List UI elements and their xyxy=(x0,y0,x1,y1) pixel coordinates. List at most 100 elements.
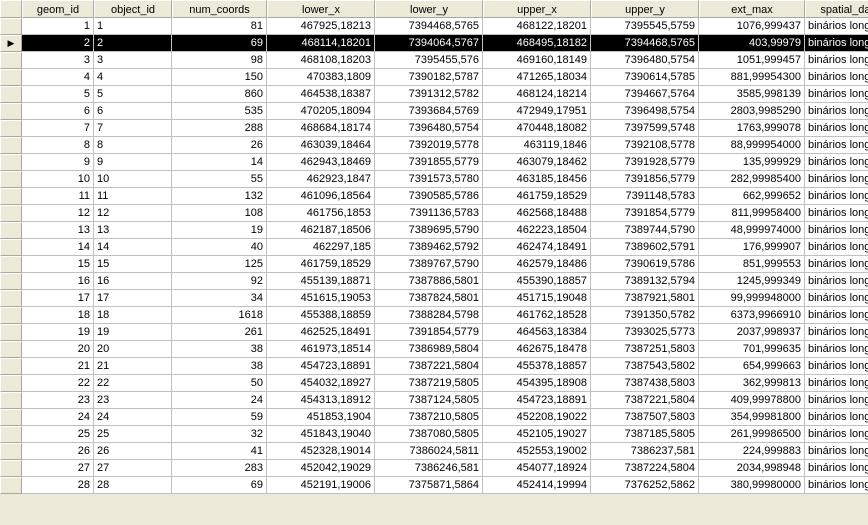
cell[interactable]: 451615,19053 xyxy=(267,290,375,307)
cell[interactable]: binários longos xyxy=(805,290,868,307)
data-grid[interactable]: geom_idobject_idnum_coordslower_xlower_y… xyxy=(0,0,868,494)
cell[interactable]: 462187,18506 xyxy=(267,222,375,239)
cell[interactable]: 261,99986500 xyxy=(699,426,805,443)
cell[interactable]: binários longos xyxy=(805,324,868,341)
cell[interactable]: 7386237,581 xyxy=(591,443,699,460)
cell[interactable]: binários longos xyxy=(805,460,868,477)
cell[interactable]: 11 xyxy=(94,188,172,205)
cell[interactable]: 7393025,5773 xyxy=(591,324,699,341)
cell[interactable]: 2 xyxy=(22,35,94,52)
cell[interactable]: 7387507,5803 xyxy=(591,409,699,426)
cell[interactable]: 7387124,5805 xyxy=(375,392,483,409)
cell[interactable]: 461762,18528 xyxy=(483,307,591,324)
cell[interactable]: 10 xyxy=(22,171,94,188)
cell[interactable]: 7390182,5787 xyxy=(375,69,483,86)
cell[interactable]: binários longos xyxy=(805,273,868,290)
cell[interactable]: 132 xyxy=(172,188,267,205)
cell[interactable]: 28 xyxy=(22,477,94,494)
row-header[interactable] xyxy=(0,120,22,137)
cell[interactable]: 7387221,5804 xyxy=(375,358,483,375)
cell[interactable]: 462474,18491 xyxy=(483,239,591,256)
cell[interactable]: 2803,9985290 xyxy=(699,103,805,120)
column-header-geom_id[interactable]: geom_id xyxy=(22,0,94,18)
cell[interactable]: 451853,1904 xyxy=(267,409,375,426)
row-header[interactable] xyxy=(0,171,22,188)
cell[interactable]: 467925,18213 xyxy=(267,18,375,35)
row-header[interactable] xyxy=(0,477,22,494)
cell[interactable]: 8 xyxy=(22,137,94,154)
cell[interactable]: 7391350,5782 xyxy=(591,307,699,324)
row-header[interactable] xyxy=(0,205,22,222)
cell[interactable]: 7387219,5805 xyxy=(375,375,483,392)
cell[interactable]: binários longos xyxy=(805,477,868,494)
cell[interactable]: 7387221,5804 xyxy=(591,392,699,409)
row-header[interactable] xyxy=(0,443,22,460)
row-header[interactable] xyxy=(0,137,22,154)
cell[interactable]: 7393684,5769 xyxy=(375,103,483,120)
cell[interactable]: binários longos xyxy=(805,239,868,256)
cell[interactable]: 7391928,5779 xyxy=(591,154,699,171)
cell[interactable]: binários longos xyxy=(805,205,868,222)
cell[interactable]: 409,99978800 xyxy=(699,392,805,409)
cell[interactable]: 7387185,5805 xyxy=(591,426,699,443)
cell[interactable]: binários longos xyxy=(805,188,868,205)
cell[interactable]: 463119,1846 xyxy=(483,137,591,154)
cell[interactable]: 851,999553 xyxy=(699,256,805,273)
cell[interactable]: 20 xyxy=(94,341,172,358)
cell[interactable]: 92 xyxy=(172,273,267,290)
cell[interactable]: 454077,18924 xyxy=(483,460,591,477)
cell[interactable]: 48,999974000 xyxy=(699,222,805,239)
row-header[interactable] xyxy=(0,341,22,358)
cell[interactable]: 461096,18564 xyxy=(267,188,375,205)
cell[interactable]: 452553,19002 xyxy=(483,443,591,460)
cell[interactable]: 10 xyxy=(94,171,172,188)
cell[interactable]: 88,999954000 xyxy=(699,137,805,154)
cell[interactable]: binários longos xyxy=(805,341,868,358)
cell[interactable]: 7386989,5804 xyxy=(375,341,483,358)
cell[interactable]: 6 xyxy=(22,103,94,120)
cell[interactable]: 7391573,5780 xyxy=(375,171,483,188)
row-header[interactable] xyxy=(0,409,22,426)
cell[interactable]: 25 xyxy=(94,426,172,443)
cell[interactable]: 7 xyxy=(22,120,94,137)
row-header[interactable] xyxy=(0,324,22,341)
cell[interactable]: 7391856,5779 xyxy=(591,171,699,188)
cell[interactable]: 1245,999349 xyxy=(699,273,805,290)
row-header[interactable] xyxy=(0,52,22,69)
cell[interactable]: 19 xyxy=(22,324,94,341)
cell[interactable]: binários longos xyxy=(805,375,868,392)
cell[interactable]: 7395455,576 xyxy=(375,52,483,69)
cell[interactable]: 7394468,5765 xyxy=(591,35,699,52)
cell[interactable]: 69 xyxy=(172,477,267,494)
cell[interactable]: 34 xyxy=(172,290,267,307)
row-header[interactable] xyxy=(0,375,22,392)
cell[interactable]: 462297,185 xyxy=(267,239,375,256)
cell[interactable]: 24 xyxy=(94,409,172,426)
cell[interactable]: 7390585,5786 xyxy=(375,188,483,205)
cell[interactable]: 454723,18891 xyxy=(267,358,375,375)
cell[interactable]: 455388,18859 xyxy=(267,307,375,324)
cell[interactable]: 7387251,5803 xyxy=(591,341,699,358)
cell[interactable]: 454723,18891 xyxy=(483,392,591,409)
row-header[interactable] xyxy=(0,392,22,409)
cell[interactable]: 7389695,5790 xyxy=(375,222,483,239)
cell[interactable]: 860 xyxy=(172,86,267,103)
cell[interactable]: 27 xyxy=(22,460,94,477)
cell[interactable]: 9 xyxy=(22,154,94,171)
cell[interactable]: 468108,18203 xyxy=(267,52,375,69)
cell[interactable]: 452042,19029 xyxy=(267,460,375,477)
cell[interactable]: 403,99979 xyxy=(699,35,805,52)
cell[interactable]: 16 xyxy=(94,273,172,290)
cell[interactable]: 69 xyxy=(172,35,267,52)
cell[interactable]: 1618 xyxy=(172,307,267,324)
cell[interactable]: 26 xyxy=(172,137,267,154)
cell[interactable]: 7387824,5801 xyxy=(375,290,483,307)
cell[interactable]: 32 xyxy=(172,426,267,443)
cell[interactable]: binários longos xyxy=(805,35,868,52)
cell[interactable]: 463079,18462 xyxy=(483,154,591,171)
cell[interactable]: 654,999663 xyxy=(699,358,805,375)
cell[interactable]: 461759,18529 xyxy=(267,256,375,273)
cell[interactable]: binários longos xyxy=(805,103,868,120)
cell[interactable]: 455378,18857 xyxy=(483,358,591,375)
cell[interactable]: 7387438,5803 xyxy=(591,375,699,392)
